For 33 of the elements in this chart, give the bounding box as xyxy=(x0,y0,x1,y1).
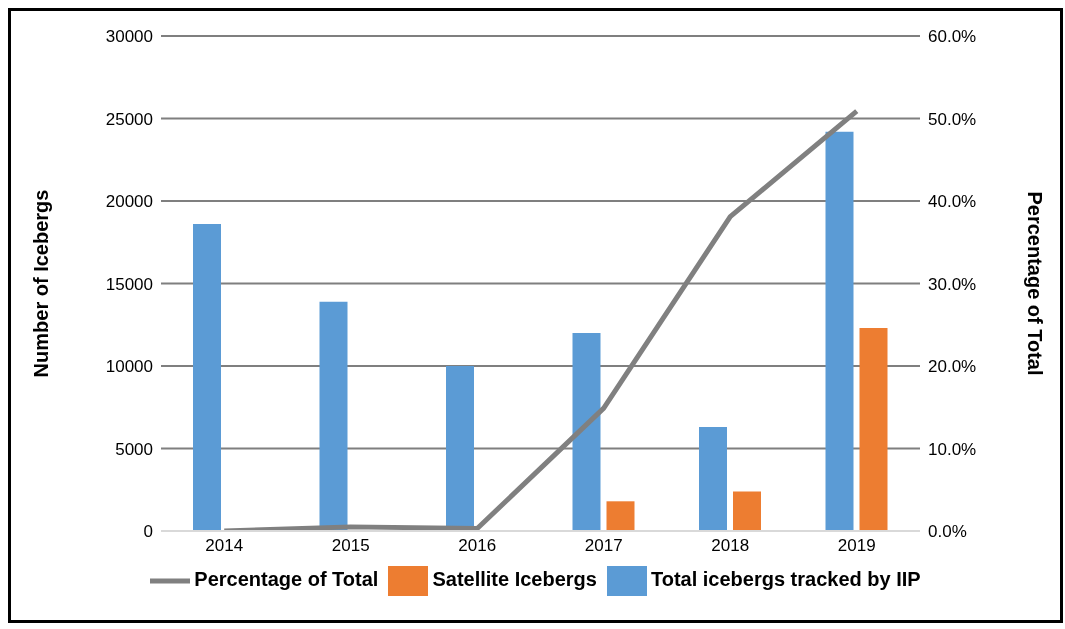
legend-label: Percentage of Total xyxy=(194,568,379,591)
y-tick-label: 30000 xyxy=(105,27,153,47)
bar xyxy=(572,333,601,531)
x-tick-label: 2015 xyxy=(331,536,370,556)
y2-tick-label: 60.0% xyxy=(928,27,977,47)
bar xyxy=(193,224,221,531)
y-axis-title: Number of Icebergs xyxy=(30,189,53,378)
y-tick-label: 10000 xyxy=(105,357,153,377)
y2-tick-label: 30.0% xyxy=(928,274,977,294)
legend-label: Satellite Icebergs xyxy=(432,568,597,591)
x-tick-label: 2019 xyxy=(837,536,876,556)
x-tick-label: 2014 xyxy=(205,536,244,556)
y-tick-label: 15000 xyxy=(105,274,153,294)
y2-tick-label: 0.0% xyxy=(928,522,967,542)
x-tick-label: 2018 xyxy=(711,536,750,556)
bar xyxy=(859,328,888,531)
y-tick-label: 25000 xyxy=(105,109,153,129)
bar xyxy=(606,501,635,531)
x-tick-label: 2017 xyxy=(584,536,623,556)
bar xyxy=(699,427,727,531)
x-tick-label: 2016 xyxy=(458,536,497,556)
bar xyxy=(825,131,854,531)
y2-tick-label: 50.0% xyxy=(928,109,977,129)
y-tick-label: 0 xyxy=(143,522,153,542)
y2-tick-label: 10.0% xyxy=(928,439,977,459)
y-tick-label: 20000 xyxy=(105,192,153,212)
y-tick-label: 5000 xyxy=(115,439,153,459)
y2-tick-label: 20.0% xyxy=(928,357,977,377)
y2-axis-title: Percentage of Total xyxy=(1023,191,1046,376)
y2-tick-label: 40.0% xyxy=(928,192,977,212)
bar xyxy=(319,301,348,531)
legend-label: Total icebergs tracked by IIP xyxy=(650,568,921,591)
bar xyxy=(733,491,761,531)
